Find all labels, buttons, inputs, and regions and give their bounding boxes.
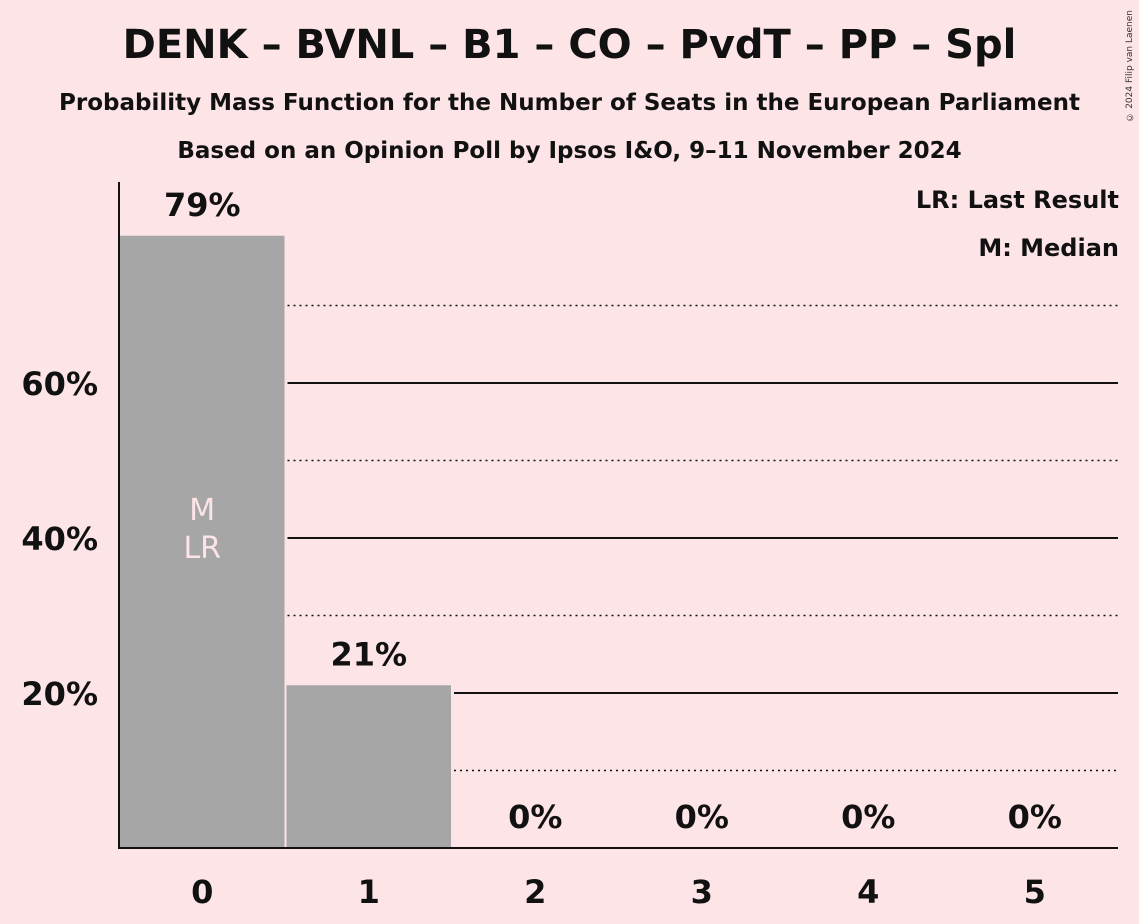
x-tick-label: 2	[524, 873, 546, 911]
bar-value-label: 0%	[508, 798, 562, 836]
chart-source: Based on an Opinion Poll by Ipsos I&O, 9…	[177, 138, 962, 164]
bar	[120, 235, 285, 848]
x-tick-label: 0	[191, 873, 213, 911]
legend-last-result: LR: Last Result	[915, 186, 1119, 214]
median-marker: M	[189, 493, 215, 528]
chart-title: DENK – BVNL – B1 – CO – PvdT – PP – Spl	[122, 22, 1017, 68]
x-tick-label: 3	[691, 873, 713, 911]
y-tick-label: 40%	[21, 520, 98, 558]
bar-value-label: 0%	[841, 798, 895, 836]
x-tick-label: 5	[1024, 873, 1046, 911]
bar-value-label: 0%	[675, 798, 729, 836]
y-tick-label: 20%	[21, 675, 98, 713]
x-tick-label: 1	[358, 873, 380, 911]
bar-value-label: 21%	[330, 635, 407, 673]
last-result-marker: LR	[183, 531, 221, 566]
legend-median: M: Median	[978, 234, 1119, 262]
x-tick-label: 4	[857, 873, 879, 911]
y-tick-label: 60%	[21, 365, 98, 403]
bar	[286, 685, 451, 848]
bar-value-label: 79%	[164, 186, 241, 224]
bar-value-label: 0%	[1008, 798, 1062, 836]
chart-subtitle: Probability Mass Function for the Number…	[59, 90, 1080, 116]
